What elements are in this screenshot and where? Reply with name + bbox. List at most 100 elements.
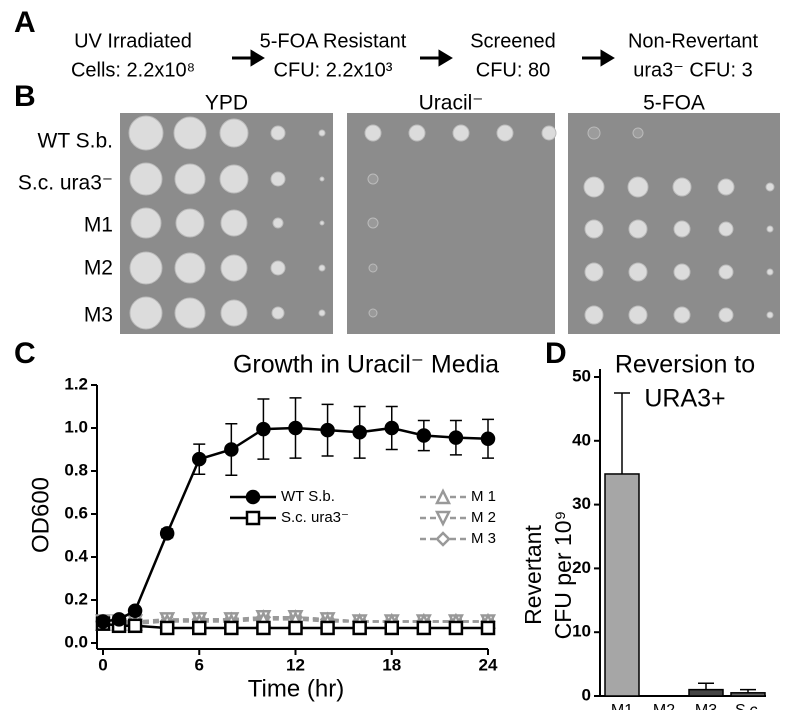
colony <box>673 263 691 281</box>
colony <box>270 171 286 187</box>
colony <box>128 115 164 151</box>
error-bar <box>614 392 630 474</box>
legend-label: M 1 <box>471 488 496 505</box>
y-tick-label: 0.0 <box>64 632 88 651</box>
colony <box>129 251 163 285</box>
colony <box>673 306 691 324</box>
plate-label: Uracil⁻ <box>419 92 484 115</box>
flow-text: Cells: 2.2x10⁸ <box>71 59 195 81</box>
x-tick-label: S.c. <box>734 702 762 710</box>
x-tick-label: 12 <box>286 655 305 674</box>
panel-label: B <box>14 80 36 113</box>
arrow-head <box>250 49 265 67</box>
colony <box>496 124 514 142</box>
marker <box>320 620 335 636</box>
x-tick-label: 24 <box>479 655 498 674</box>
panel-label: C <box>14 337 36 370</box>
colony <box>367 173 379 185</box>
marker <box>159 620 175 636</box>
colony <box>541 125 557 141</box>
y-tick-label: 0.6 <box>64 503 88 522</box>
legend-marker <box>245 489 261 505</box>
y-axis-label: CFU per 10⁹ <box>550 511 576 640</box>
colony <box>452 124 470 142</box>
row-label: M1 <box>84 214 113 237</box>
legend-label: WT S.b. <box>281 488 335 505</box>
panel-label: D <box>545 337 567 370</box>
marker <box>352 620 367 636</box>
colony <box>130 207 162 239</box>
legend-label: M 2 <box>471 509 496 526</box>
x-tick-label: 6 <box>195 655 204 674</box>
colony <box>408 124 426 142</box>
flow-text: UV Irradiated <box>74 30 192 52</box>
y-tick-label: 0 <box>582 685 591 704</box>
colony <box>718 221 734 237</box>
x-tick-label: M2 <box>653 702 675 710</box>
colony <box>718 264 734 280</box>
colony <box>632 127 644 139</box>
marker <box>480 431 496 446</box>
x-tick-label: M1 <box>611 702 633 710</box>
row-label: S.c. ura3⁻ <box>18 172 113 195</box>
marker <box>384 620 399 636</box>
chart-title: Growth in Uracil⁻ Media <box>233 351 499 379</box>
colony <box>175 208 205 238</box>
colony <box>628 219 648 239</box>
colony <box>272 217 284 229</box>
colony <box>584 219 604 239</box>
colony <box>174 163 206 195</box>
colony <box>318 309 326 317</box>
colony <box>584 305 604 325</box>
colony <box>174 297 206 329</box>
colony <box>319 220 325 226</box>
x-axis-label: Time (hr) <box>248 675 344 702</box>
legend-label: S.c. ura3⁻ <box>281 509 349 526</box>
flow-arrows <box>232 49 615 67</box>
flow-text: Screened <box>470 30 556 52</box>
colony <box>584 262 604 282</box>
colony <box>220 209 248 237</box>
colony <box>318 129 326 137</box>
marker <box>192 451 207 467</box>
chart-title: Reversion to <box>615 351 755 379</box>
colony <box>129 296 163 330</box>
marker <box>224 620 239 636</box>
marker <box>480 620 496 636</box>
bar <box>604 473 640 697</box>
marker <box>448 430 464 445</box>
colony <box>368 308 378 318</box>
marker <box>159 526 175 541</box>
colony <box>270 125 286 141</box>
colony <box>765 182 775 192</box>
panel-label: A <box>14 6 36 39</box>
colony <box>368 263 378 273</box>
row-label: WT S.b. <box>38 130 113 153</box>
x-tick-label: 0 <box>98 655 107 674</box>
colony <box>766 268 774 276</box>
colony <box>220 299 248 327</box>
colony <box>220 254 248 282</box>
plate <box>347 113 555 334</box>
marker <box>288 420 303 436</box>
colony <box>627 176 649 198</box>
colony <box>318 264 326 272</box>
colony <box>271 306 285 320</box>
x-tick-label: 18 <box>382 655 401 674</box>
marker <box>448 620 464 636</box>
colony <box>129 162 163 196</box>
colony <box>219 164 249 194</box>
marker <box>352 425 367 440</box>
error-bar <box>698 682 714 690</box>
y-tick-label: 1.0 <box>64 417 88 436</box>
series <box>95 397 496 629</box>
marker <box>224 442 239 457</box>
flow-text: CFU: 2.2x10³ <box>274 59 393 81</box>
colony <box>628 305 648 325</box>
plate-label: 5-FOA <box>643 92 705 115</box>
y-tick-label: 10 <box>572 622 591 641</box>
marker <box>95 614 111 629</box>
row-label: M3 <box>84 304 113 327</box>
marker <box>127 603 143 618</box>
y-axis-label: Revertant <box>520 525 546 625</box>
